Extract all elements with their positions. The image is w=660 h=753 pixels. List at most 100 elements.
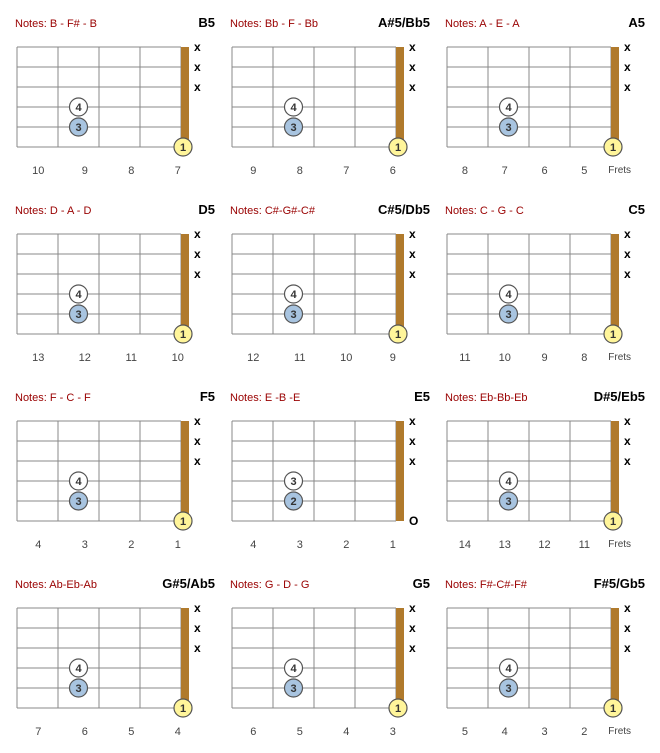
svg-text:4: 4 [290, 289, 297, 301]
svg-text:4: 4 [505, 663, 512, 675]
svg-text:x: x [409, 267, 416, 281]
svg-text:x: x [409, 227, 416, 241]
svg-text:x: x [624, 227, 631, 241]
chord-diagram: xxx431 [15, 413, 207, 533]
chord-box: Notes: F - C - FF5xxx4314321 [15, 389, 215, 551]
svg-text:3: 3 [75, 683, 81, 695]
chord-name: D#5/Eb5 [594, 389, 645, 404]
svg-text:x: x [409, 454, 416, 468]
chord-box: Notes: Bb - F - BbA#5/Bb5xxx4319876 [230, 15, 430, 177]
chord-name: F#5/Gb5 [594, 576, 645, 591]
chord-header: Notes: F#-C#-F# F#5/Gb5 [445, 576, 645, 594]
fret-labels: 8765Frets [445, 165, 645, 177]
chord-header: Notes: Ab-Eb-AbG#5/Ab5 [15, 576, 215, 594]
chord-name: G#5/Ab5 [162, 576, 215, 591]
fret-number: 11 [108, 352, 155, 364]
chord-header: Notes: Eb-Bb-Eb D#5/Eb5 [445, 389, 645, 407]
svg-text:x: x [624, 434, 631, 448]
chord-grid: Notes: B - F# - BB5xxx43110987Notes: Bb … [15, 15, 645, 738]
svg-text:x: x [409, 621, 416, 635]
svg-text:1: 1 [180, 516, 186, 528]
svg-text:x: x [409, 641, 416, 655]
chord-name: C5 [628, 202, 645, 217]
chord-name: C#5/Db5 [378, 202, 430, 217]
fret-number: 9 [370, 352, 417, 364]
svg-text:x: x [194, 414, 201, 428]
svg-text:x: x [194, 227, 201, 241]
svg-text:1: 1 [395, 329, 401, 341]
chord-diagram: xxx431 [230, 226, 422, 346]
svg-text:O: O [409, 514, 418, 528]
fret-number: 2 [323, 539, 370, 551]
fret-labels: 10987 [15, 165, 215, 177]
chord-box: Notes: Ab-Eb-AbG#5/Ab5xxx4317654 [15, 576, 215, 738]
chord-name: E5 [414, 389, 430, 404]
svg-text:1: 1 [610, 142, 616, 154]
svg-text:x: x [194, 80, 201, 94]
svg-text:3: 3 [75, 496, 81, 508]
chord-name: B5 [198, 15, 215, 30]
fret-number: 1 [155, 539, 202, 551]
svg-text:4: 4 [75, 289, 82, 301]
chord-header: Notes: D - A - DD5 [15, 202, 215, 220]
chord-diagram: xxx431 [15, 600, 207, 720]
chord-diagram: xxx431 [230, 600, 422, 720]
svg-text:3: 3 [505, 496, 511, 508]
chord-diagram: xxx431 [445, 600, 637, 720]
fret-number: 12 [62, 352, 109, 364]
frets-axis-label: Frets [608, 352, 631, 364]
chord-notes: Notes: F#-C#-F# [445, 579, 527, 591]
frets-axis-label: Frets [608, 539, 631, 551]
chord-name: A#5/Bb5 [378, 15, 430, 30]
fret-number: 7 [485, 165, 525, 177]
chord-diagram: xxx431 [445, 39, 637, 159]
svg-text:x: x [624, 641, 631, 655]
svg-text:x: x [194, 621, 201, 635]
chord-box: Notes: C#-G#-C#C#5/Db5xxx4311211109 [230, 202, 430, 364]
fret-number: 8 [564, 352, 604, 364]
fret-number: 10 [15, 165, 62, 177]
fret-labels: 14131211Frets [445, 539, 645, 551]
svg-text:3: 3 [290, 683, 296, 695]
chord-notes: Notes: F - C - F [15, 392, 91, 404]
svg-text:1: 1 [180, 142, 186, 154]
fret-number: 8 [277, 165, 324, 177]
chord-notes: Notes: Bb - F - Bb [230, 18, 318, 30]
chord-header: Notes: F - C - FF5 [15, 389, 215, 407]
chord-notes: Notes: A - E - A [445, 18, 520, 30]
svg-text:3: 3 [290, 122, 296, 134]
fret-number: 9 [62, 165, 109, 177]
svg-text:x: x [194, 267, 201, 281]
svg-text:x: x [409, 414, 416, 428]
svg-text:3: 3 [505, 309, 511, 321]
fret-number: 6 [370, 165, 417, 177]
svg-text:4: 4 [290, 102, 297, 114]
chord-diagram: xxx431 [445, 226, 637, 346]
fret-number: 11 [445, 352, 485, 364]
svg-text:4: 4 [75, 102, 82, 114]
fret-number: 9 [525, 352, 565, 364]
fret-number: 3 [277, 539, 324, 551]
svg-text:x: x [624, 60, 631, 74]
chord-notes: Notes: Eb-Bb-Eb [445, 392, 528, 404]
fret-number: 10 [485, 352, 525, 364]
chord-box: Notes: B - F# - BB5xxx43110987 [15, 15, 215, 177]
chord-name: A5 [628, 15, 645, 30]
chord-header: Notes: E -B -EE5 [230, 389, 430, 407]
chord-box: Notes: F#-C#-F#F#5/Gb5xxx4315432Frets [445, 576, 645, 738]
fret-number: 4 [323, 726, 370, 738]
chord-header: Notes: A - E - A A5 [445, 15, 645, 33]
frets-axis-label: Frets [608, 165, 631, 177]
fret-labels: 5432Frets [445, 726, 645, 738]
fret-number: 2 [564, 726, 604, 738]
fret-number: 13 [15, 352, 62, 364]
fret-number: 12 [230, 352, 277, 364]
svg-text:1: 1 [395, 142, 401, 154]
chord-box: Notes: A - E - AA5xxx4318765Frets [445, 15, 645, 177]
chord-box: Notes: E -B -EE5xxxO324321 [230, 389, 430, 551]
svg-text:3: 3 [505, 683, 511, 695]
chord-header: Notes: G - D - GG5 [230, 576, 430, 594]
svg-text:4: 4 [505, 102, 512, 114]
fret-number: 7 [155, 165, 202, 177]
chord-box: Notes: G - D - GG5xxx4316543 [230, 576, 430, 738]
